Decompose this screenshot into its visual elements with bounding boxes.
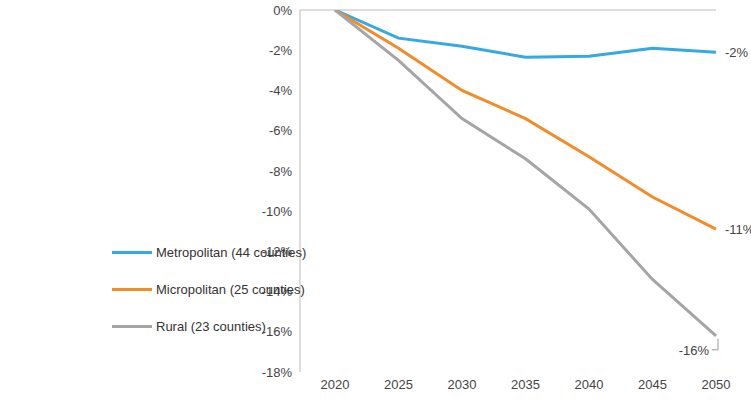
svg-text:-10%: -10% [262,204,293,219]
svg-text:0%: 0% [273,3,292,18]
svg-text:-18%: -18% [262,365,293,380]
svg-text:2050: 2050 [702,377,731,392]
svg-text:2045: 2045 [638,377,667,392]
svg-text:2040: 2040 [575,377,604,392]
svg-text:-8%: -8% [269,164,293,179]
svg-text:-14%: -14% [262,284,293,299]
svg-text:-6%: -6% [269,123,293,138]
svg-text:-11%: -11% [725,222,743,237]
svg-text:-16%: -16% [679,343,710,358]
svg-text:-2%: -2% [725,45,743,60]
svg-text:-2%: -2% [269,43,293,58]
svg-text:2025: 2025 [384,377,413,392]
svg-text:-16%: -16% [262,324,293,339]
svg-text:-12%: -12% [262,244,293,259]
svg-text:2035: 2035 [511,377,540,392]
svg-text:-4%: -4% [269,83,293,98]
svg-text:2030: 2030 [448,377,477,392]
svg-text:2020: 2020 [321,377,350,392]
